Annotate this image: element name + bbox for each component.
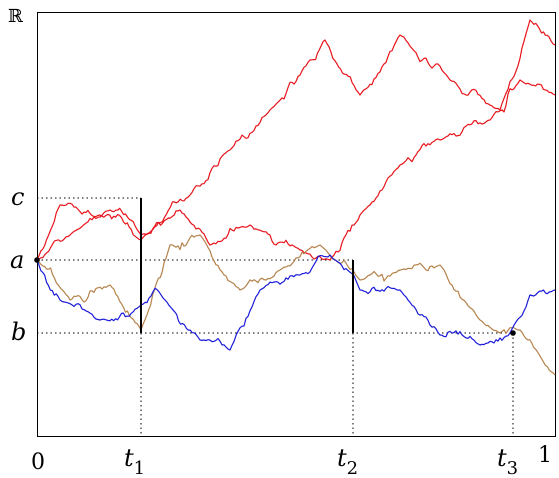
sample-paths	[36, 19, 556, 376]
red-path-upper	[36, 19, 556, 261]
label-b: b	[11, 318, 26, 346]
label-t1-base: t	[124, 444, 134, 472]
red-path-lower	[36, 79, 556, 261]
label-t1-sub: 1	[134, 458, 145, 478]
tan-path	[36, 234, 556, 376]
start-point-marker	[34, 257, 40, 263]
label-t2-base: t	[337, 444, 347, 472]
label-a: a	[10, 246, 24, 274]
real-line-symbol: ℝ	[8, 6, 24, 27]
hit-point-marker	[510, 330, 516, 336]
label-x-origin: 0	[31, 450, 45, 475]
label-t3: t3	[497, 444, 518, 478]
plot-frame	[37, 12, 556, 437]
label-t3-base: t	[497, 444, 507, 472]
label-t3-sub: 3	[507, 458, 518, 478]
label-t2: t2	[337, 444, 358, 478]
label-x-end: 1	[538, 443, 552, 468]
label-c: c	[11, 183, 24, 211]
blue-path	[36, 254, 556, 351]
label-t2-sub: 2	[347, 458, 358, 478]
label-t1: t1	[124, 444, 145, 478]
